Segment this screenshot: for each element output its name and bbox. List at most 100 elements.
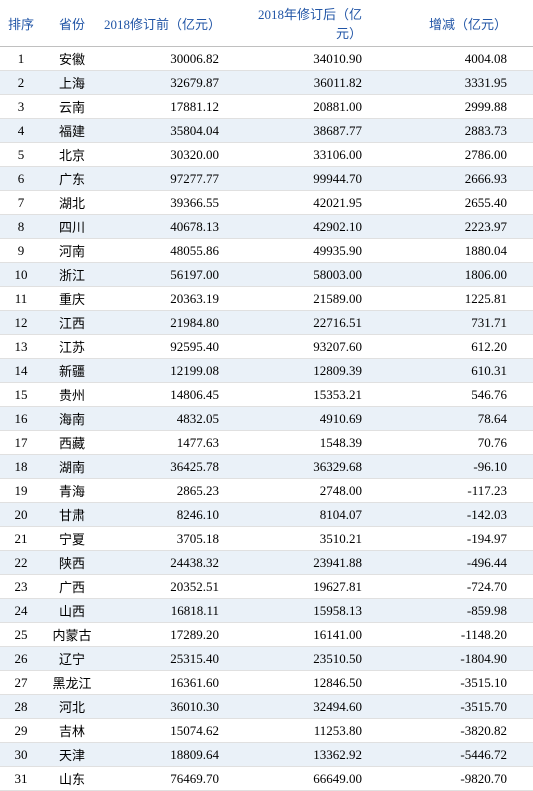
cell-diff: -142.03 <box>388 503 533 527</box>
cell-after: 36011.82 <box>245 71 388 95</box>
cell-before: 15074.62 <box>102 719 245 743</box>
cell-diff: 610.31 <box>388 359 533 383</box>
cell-diff: -194.97 <box>388 527 533 551</box>
cell-after: 49935.90 <box>245 239 388 263</box>
cell-rank: 3 <box>0 95 42 119</box>
cell-after: 11253.80 <box>245 719 388 743</box>
cell-rank: 29 <box>0 719 42 743</box>
table-row: 28河北36010.3032494.60-3515.70 <box>0 695 533 719</box>
cell-province: 河北 <box>42 695 102 719</box>
cell-before: 32679.87 <box>102 71 245 95</box>
cell-after: 3510.21 <box>245 527 388 551</box>
cell-rank: 22 <box>0 551 42 575</box>
cell-before: 97277.77 <box>102 167 245 191</box>
cell-after: 99944.70 <box>245 167 388 191</box>
cell-rank: 18 <box>0 455 42 479</box>
cell-after: 66649.00 <box>245 767 388 791</box>
cell-diff: 2999.88 <box>388 95 533 119</box>
cell-before: 2865.23 <box>102 479 245 503</box>
header-before: 2018修订前（亿元） <box>102 0 245 47</box>
cell-after: 4910.69 <box>245 407 388 431</box>
cell-rank: 6 <box>0 167 42 191</box>
cell-after: 93207.60 <box>245 335 388 359</box>
cell-province: 海南 <box>42 407 102 431</box>
cell-diff: 4004.08 <box>388 47 533 71</box>
table-row: 24山西16818.1115958.13-859.98 <box>0 599 533 623</box>
cell-province: 江西 <box>42 311 102 335</box>
table-row: 29吉林15074.6211253.80-3820.82 <box>0 719 533 743</box>
cell-rank: 13 <box>0 335 42 359</box>
table-row: 23广西20352.5119627.81-724.70 <box>0 575 533 599</box>
cell-after: 32494.60 <box>245 695 388 719</box>
cell-rank: 24 <box>0 599 42 623</box>
cell-rank: 15 <box>0 383 42 407</box>
cell-rank: 28 <box>0 695 42 719</box>
cell-rank: 11 <box>0 287 42 311</box>
cell-diff: -496.44 <box>388 551 533 575</box>
cell-rank: 5 <box>0 143 42 167</box>
cell-rank: 25 <box>0 623 42 647</box>
cell-after: 21589.00 <box>245 287 388 311</box>
cell-after: 16141.00 <box>245 623 388 647</box>
cell-province: 湖北 <box>42 191 102 215</box>
header-after: 2018年修订后（亿元） <box>245 0 388 47</box>
cell-before: 36010.30 <box>102 695 245 719</box>
cell-diff: 78.64 <box>388 407 533 431</box>
cell-province: 湖南 <box>42 455 102 479</box>
table-row: 4福建35804.0438687.772883.73 <box>0 119 533 143</box>
header-diff: 增减（亿元） <box>388 0 533 47</box>
cell-after: 12809.39 <box>245 359 388 383</box>
cell-diff: 1880.04 <box>388 239 533 263</box>
cell-before: 8246.10 <box>102 503 245 527</box>
table-row: 1安徽30006.8234010.904004.08 <box>0 47 533 71</box>
cell-rank: 2 <box>0 71 42 95</box>
cell-diff: 2655.40 <box>388 191 533 215</box>
cell-province: 西藏 <box>42 431 102 455</box>
table-row: 9河南48055.8649935.901880.04 <box>0 239 533 263</box>
cell-diff: -3515.10 <box>388 671 533 695</box>
cell-diff: 2223.97 <box>388 215 533 239</box>
cell-before: 1477.63 <box>102 431 245 455</box>
table-row: 25内蒙古17289.2016141.00-1148.20 <box>0 623 533 647</box>
cell-rank: 7 <box>0 191 42 215</box>
cell-province: 安徽 <box>42 47 102 71</box>
cell-diff: 612.20 <box>388 335 533 359</box>
cell-rank: 19 <box>0 479 42 503</box>
cell-province: 新疆 <box>42 359 102 383</box>
cell-before: 14806.45 <box>102 383 245 407</box>
cell-diff: 2786.00 <box>388 143 533 167</box>
table-row: 15贵州14806.4515353.21546.76 <box>0 383 533 407</box>
cell-before: 36425.78 <box>102 455 245 479</box>
cell-after: 20881.00 <box>245 95 388 119</box>
table-row: 7湖北39366.5542021.952655.40 <box>0 191 533 215</box>
cell-rank: 4 <box>0 119 42 143</box>
cell-before: 35804.04 <box>102 119 245 143</box>
cell-province: 黑龙江 <box>42 671 102 695</box>
table-row: 26辽宁25315.4023510.50-1804.90 <box>0 647 533 671</box>
cell-before: 21984.80 <box>102 311 245 335</box>
cell-before: 92595.40 <box>102 335 245 359</box>
cell-rank: 23 <box>0 575 42 599</box>
cell-after: 34010.90 <box>245 47 388 71</box>
cell-province: 云南 <box>42 95 102 119</box>
table-row: 19青海2865.232748.00-117.23 <box>0 479 533 503</box>
cell-province: 宁夏 <box>42 527 102 551</box>
table-row: 21宁夏3705.183510.21-194.97 <box>0 527 533 551</box>
cell-after: 42021.95 <box>245 191 388 215</box>
cell-before: 40678.13 <box>102 215 245 239</box>
cell-diff: 2666.93 <box>388 167 533 191</box>
cell-province: 甘肃 <box>42 503 102 527</box>
cell-before: 18809.64 <box>102 743 245 767</box>
cell-before: 16818.11 <box>102 599 245 623</box>
header-province: 省份 <box>42 0 102 47</box>
header-rank: 排序 <box>0 0 42 47</box>
table-row: 17西藏1477.631548.3970.76 <box>0 431 533 455</box>
cell-after: 13362.92 <box>245 743 388 767</box>
cell-diff: -724.70 <box>388 575 533 599</box>
cell-rank: 9 <box>0 239 42 263</box>
cell-after: 12846.50 <box>245 671 388 695</box>
cell-rank: 31 <box>0 767 42 791</box>
cell-before: 76469.70 <box>102 767 245 791</box>
cell-before: 17881.12 <box>102 95 245 119</box>
table-row: 6广东97277.7799944.702666.93 <box>0 167 533 191</box>
